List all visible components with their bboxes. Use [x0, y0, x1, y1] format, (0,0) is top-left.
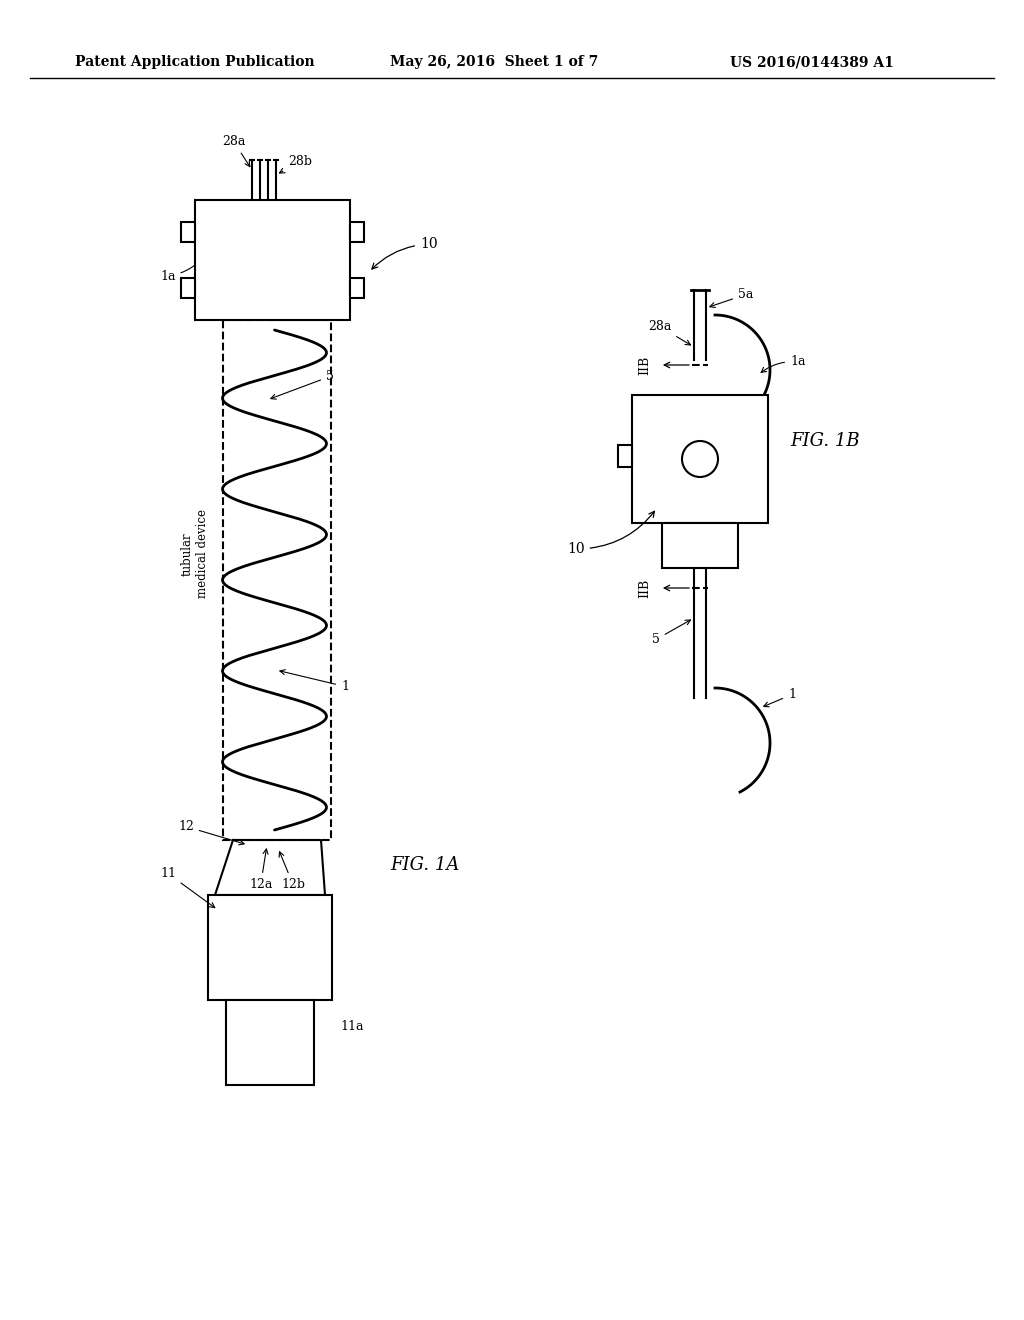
Text: May 26, 2016  Sheet 1 of 7: May 26, 2016 Sheet 1 of 7 — [390, 55, 598, 69]
Text: 1a: 1a — [160, 239, 214, 282]
Bar — [662, 523, 738, 568]
Text: 28a: 28a — [648, 319, 690, 345]
Text: 5a: 5a — [710, 288, 754, 308]
Text: Patent Application Publication: Patent Application Publication — [75, 55, 314, 69]
Text: tubular
medical device: tubular medical device — [181, 510, 209, 598]
Text: 5: 5 — [652, 620, 690, 645]
Bar — [223, 319, 331, 840]
Bar — [632, 395, 768, 523]
Text: 28a: 28a — [222, 135, 250, 166]
Text: 1: 1 — [764, 688, 796, 706]
Text: 10: 10 — [567, 511, 654, 556]
Bar — [181, 279, 195, 298]
Bar — [226, 1001, 314, 1085]
Text: 12b: 12b — [280, 851, 305, 891]
Circle shape — [682, 441, 718, 477]
Text: FIG. 1A: FIG. 1A — [390, 855, 460, 874]
Text: 12: 12 — [178, 820, 244, 845]
Text: IIB: IIB — [639, 578, 651, 598]
Bar — [195, 201, 350, 319]
Bar — [350, 222, 364, 242]
Text: 1: 1 — [280, 669, 349, 693]
Text: 5: 5 — [270, 370, 334, 399]
Text: 28b: 28b — [280, 154, 312, 173]
Bar — [618, 445, 632, 467]
Text: 11a: 11a — [340, 1020, 364, 1034]
Text: 10: 10 — [372, 238, 437, 269]
Bar — [350, 279, 364, 298]
Text: 1a: 1a — [761, 355, 806, 372]
Text: 11: 11 — [160, 867, 215, 908]
Bar — [208, 895, 332, 1001]
Bar — [181, 222, 195, 242]
Text: FIG. 1B: FIG. 1B — [790, 432, 859, 450]
Text: 12a: 12a — [249, 849, 272, 891]
Text: IIB: IIB — [639, 355, 651, 375]
Text: US 2016/0144389 A1: US 2016/0144389 A1 — [730, 55, 894, 69]
